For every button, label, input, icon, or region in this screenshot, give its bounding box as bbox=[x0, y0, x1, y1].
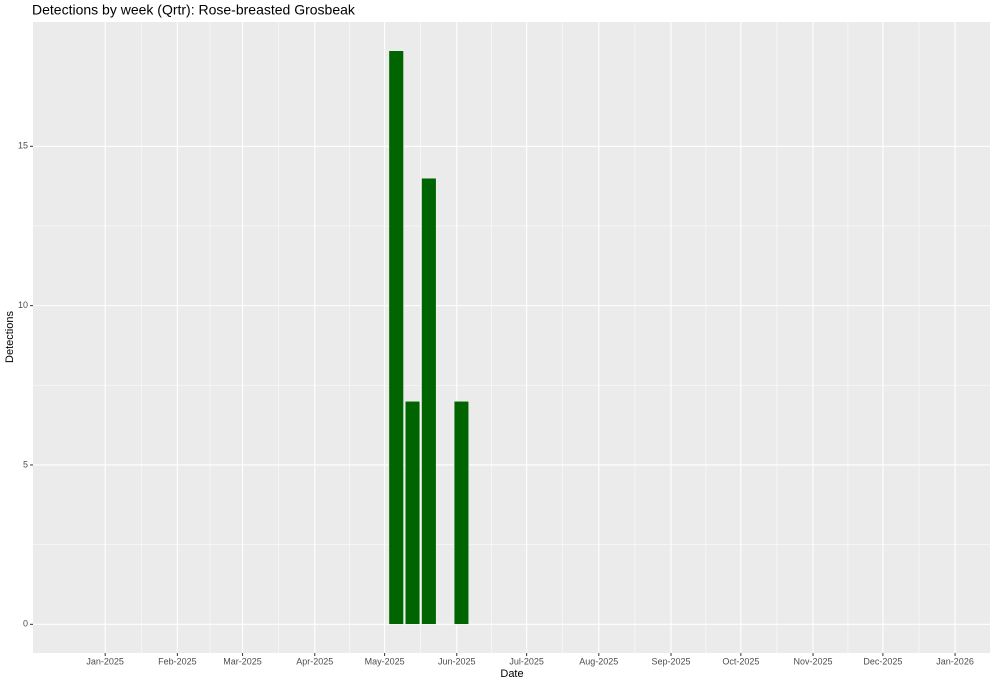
x-tick-label: May-2025 bbox=[365, 656, 405, 666]
bar bbox=[453, 400, 470, 625]
bar bbox=[404, 400, 421, 625]
chart-title: Detections by week (Qrtr): Rose-breasted… bbox=[32, 2, 356, 18]
x-tick-label: Jul-2025 bbox=[509, 656, 544, 666]
y-tick-label: 15 bbox=[18, 141, 28, 151]
grid bbox=[33, 22, 990, 653]
x-tick-label: Sep-2025 bbox=[651, 656, 690, 666]
x-tick-label: Aug-2025 bbox=[579, 656, 618, 666]
y-tick-label: 5 bbox=[23, 459, 28, 469]
y-tick-label: 10 bbox=[18, 300, 28, 310]
x-tick-label: Jan-2025 bbox=[86, 656, 124, 666]
bar bbox=[388, 50, 404, 625]
x-tick-label: Mar-2025 bbox=[223, 656, 262, 666]
y-tick-label: 0 bbox=[23, 619, 28, 629]
marks bbox=[388, 50, 470, 625]
x-tick-label: Jun-2025 bbox=[438, 656, 476, 666]
panel bbox=[33, 22, 990, 653]
y-axis-title: Detections bbox=[4, 311, 16, 363]
x-tick-label: Nov-2025 bbox=[794, 656, 833, 666]
x-tick-label: Oct-2025 bbox=[722, 656, 759, 666]
x-axis-title: Date bbox=[500, 668, 523, 680]
x-tick-label: Apr-2025 bbox=[296, 656, 333, 666]
x-tick-label: Jan-2026 bbox=[936, 656, 974, 666]
x-tick-label: Feb-2025 bbox=[158, 656, 197, 666]
x-tick-label: Dec-2025 bbox=[863, 656, 902, 666]
bar bbox=[421, 177, 437, 625]
